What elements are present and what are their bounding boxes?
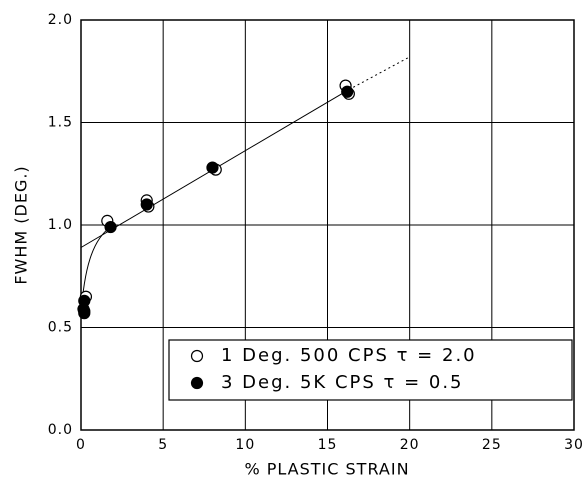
x-tick-label: 10	[235, 437, 255, 453]
legend-marker	[190, 349, 204, 363]
y-axis-label: FWHM (DEG.)	[12, 165, 31, 284]
x-tick-label: 30	[564, 437, 584, 453]
plot-frame	[80, 19, 575, 431]
y-tick-label: 0.0	[48, 422, 73, 438]
x-tick-label: 15	[318, 437, 338, 453]
point	[104, 220, 117, 234]
x-tick-label: 25	[482, 437, 502, 453]
x-axis-label: % PLASTIC STRAIN	[244, 460, 409, 479]
y-tick-label: 1.5	[48, 115, 73, 131]
y-tick-label: 2.0	[48, 12, 73, 28]
point	[140, 198, 153, 211]
legend-label: 3 Deg. 5K CPS τ = 0.5	[221, 372, 464, 393]
y-tick-label: 0.5	[48, 320, 73, 336]
point	[77, 302, 90, 316]
y-tick-label: 1.0	[48, 217, 73, 233]
x-tick-label: 20	[400, 437, 420, 453]
point	[341, 85, 354, 98]
legend-box	[168, 339, 573, 401]
x-tick-label: 5	[158, 437, 168, 453]
fit-extension	[348, 56, 410, 91]
point	[206, 161, 219, 174]
x-tick-label: 0	[76, 437, 86, 453]
legend-marker	[190, 376, 204, 390]
legend-label: 1 Deg. 500 CPS τ = 2.0	[221, 345, 477, 366]
